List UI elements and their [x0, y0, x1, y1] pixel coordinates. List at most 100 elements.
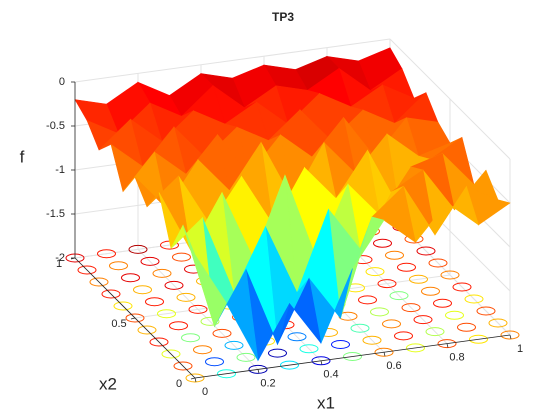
contour-ring	[133, 285, 152, 295]
contour-ring	[425, 327, 445, 337]
x-tick-label: 0	[202, 386, 208, 398]
contour-ring	[280, 360, 299, 370]
contour-ring	[161, 349, 181, 359]
contour-ring	[125, 313, 145, 323]
x2-axis-label: x2	[99, 374, 117, 393]
contour-ring	[433, 298, 452, 308]
y-tick-label: 0	[176, 378, 182, 390]
z-tick-label: -1.5	[46, 208, 65, 220]
contour-ring	[137, 325, 157, 335]
contour-ring	[397, 262, 416, 272]
contour-ring	[409, 274, 428, 284]
contour-ring	[500, 330, 520, 340]
contour-ring	[157, 309, 176, 319]
y-tick	[190, 377, 196, 380]
y-tick	[130, 317, 136, 320]
contour-ring	[373, 238, 392, 248]
x-tick	[383, 352, 386, 357]
contour-ring	[140, 256, 160, 266]
contour-ring	[358, 295, 377, 305]
contour-ring	[200, 316, 220, 326]
x-tick	[194, 377, 197, 383]
z-tick-label: 0	[59, 76, 65, 88]
contour-ring	[248, 364, 268, 374]
x-tick-label: 0.8	[449, 352, 464, 364]
contour-ring	[145, 297, 164, 307]
contour-ring	[101, 289, 121, 299]
contour-ring	[476, 306, 496, 316]
x-tick	[509, 334, 512, 340]
contour-ring	[287, 332, 307, 342]
x-tick-label: 0.2	[260, 377, 275, 389]
contour-ring	[77, 265, 97, 275]
x1-axis	[194, 334, 511, 379]
contour-ring	[311, 356, 331, 366]
contour-ring	[188, 304, 208, 314]
contour-ring	[212, 328, 232, 338]
contour-ring	[394, 331, 413, 341]
contour-ring	[149, 337, 169, 347]
x-tick-label: 0.4	[323, 369, 338, 381]
contour-ring	[452, 282, 472, 292]
surface-patch	[182, 225, 227, 328]
z-axis-label: f	[20, 147, 25, 166]
contour-ring	[121, 273, 140, 283]
contour-ring	[89, 277, 109, 287]
contour-ring	[365, 267, 385, 277]
contour-ring	[389, 291, 409, 301]
contour-ring	[164, 280, 184, 290]
x-tick	[446, 343, 449, 348]
y-tick-label: 0.5	[111, 318, 126, 330]
contour-ring	[457, 322, 476, 332]
contour-ring	[464, 294, 484, 304]
contour-ring	[406, 343, 425, 353]
contour-ring	[236, 352, 256, 362]
contour-ring	[176, 292, 196, 302]
contour-ring	[224, 340, 244, 350]
z-grid-line	[74, 38, 391, 83]
contour-ring	[350, 323, 370, 333]
contour-ring	[370, 307, 389, 317]
contour-ring	[377, 279, 397, 289]
contour-ring	[421, 286, 440, 296]
contour-ring	[217, 369, 236, 379]
contour-ring	[181, 333, 200, 343]
x-tick	[257, 369, 260, 374]
x-tick-label: 0.6	[386, 360, 401, 372]
contour-ring	[113, 301, 133, 311]
contour-ring	[152, 268, 172, 278]
contour-ring	[382, 319, 401, 329]
contour-ring	[362, 335, 382, 345]
contour-ring	[445, 310, 464, 320]
z-tick-label: -0.5	[46, 120, 65, 132]
contour-ring	[172, 252, 191, 262]
contour-ring	[193, 345, 212, 355]
contour-ring	[469, 334, 488, 344]
y-tick-label: 1	[56, 258, 62, 270]
contour-ring	[440, 270, 460, 280]
contour-ring	[97, 249, 116, 259]
x-tick-label: 1	[517, 343, 523, 355]
contour-ring	[109, 261, 128, 271]
contour-ring	[413, 315, 433, 325]
contour-ring	[205, 357, 224, 367]
z-tick-label: -1	[55, 164, 65, 176]
contour-ring	[416, 246, 436, 256]
x-tick	[320, 360, 323, 365]
chart-title: TP3	[272, 10, 294, 24]
contour-ring	[437, 339, 457, 349]
contour-ring	[343, 352, 362, 361]
contour-ring	[374, 347, 394, 357]
contour-ring	[488, 318, 508, 328]
contour-ring	[428, 258, 448, 268]
contour-ring	[385, 250, 404, 260]
contour-ring	[128, 244, 148, 254]
contour-ring	[268, 348, 287, 358]
contour-ring	[169, 321, 188, 331]
z-tick-label: -2	[55, 252, 65, 264]
x1-axis-label: x1	[317, 393, 335, 412]
contour-ring	[331, 340, 350, 349]
contour-ring	[185, 373, 205, 383]
contour-ring	[173, 361, 193, 371]
